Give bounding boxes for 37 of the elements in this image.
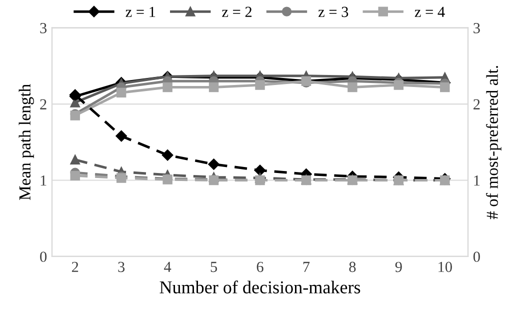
x-tick-label: 5 <box>210 262 217 272</box>
legend-label: z = 1 <box>126 6 156 17</box>
point <box>208 82 219 92</box>
y2-tick-label: 3 <box>474 22 480 34</box>
y2-axis-title: # of most-preferred alt. <box>486 66 502 220</box>
y2-tick-label: 0 <box>473 252 480 262</box>
point <box>254 164 266 176</box>
y-tick-label: 0 <box>40 252 47 262</box>
x-tick-label: 10 <box>438 262 452 272</box>
y-tick-label: 3 <box>40 22 47 34</box>
point <box>440 82 450 92</box>
point <box>70 154 80 165</box>
x-tick-label: 3 <box>118 262 125 272</box>
point <box>348 82 358 92</box>
point <box>394 80 404 90</box>
x-tick-label: 6 <box>256 262 264 272</box>
point <box>255 80 265 90</box>
x-tick-label: 9 <box>395 262 402 272</box>
point <box>70 170 80 181</box>
legend-label: z = 2 <box>222 6 252 17</box>
point <box>208 158 220 170</box>
legend-label: z = 3 <box>318 6 348 18</box>
x-tick-label: 7 <box>303 262 310 272</box>
legend-label: z = 4 <box>414 6 445 17</box>
x-tick-label: 2 <box>72 262 78 272</box>
point <box>116 130 127 142</box>
point <box>162 82 172 92</box>
y-axis-title: Mean path length <box>18 84 34 200</box>
point <box>162 149 174 161</box>
y-tick-label: 1 <box>40 175 46 186</box>
x-tick-label: 8 <box>349 262 356 272</box>
x-tick-label: 4 <box>164 262 172 272</box>
y-tick-label: 2 <box>40 99 46 110</box>
x-axis-title: Number of decision-makers <box>160 280 360 294</box>
y2-tick-label: 1 <box>474 175 480 186</box>
y2-tick-label: 2 <box>474 99 480 110</box>
point <box>116 88 126 98</box>
